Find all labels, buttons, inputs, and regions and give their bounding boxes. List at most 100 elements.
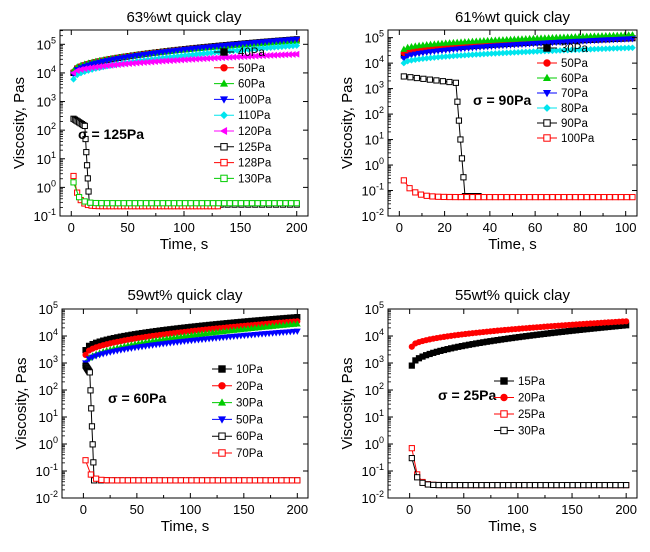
data-point bbox=[499, 482, 507, 489]
legend-marker bbox=[220, 143, 228, 151]
data-point bbox=[552, 39, 560, 47]
data-point bbox=[161, 477, 169, 484]
legend-label: 100Pa bbox=[238, 94, 272, 106]
data-point bbox=[531, 482, 539, 489]
x-tick-label: 100 bbox=[507, 502, 529, 517]
data-point bbox=[400, 177, 407, 184]
x-tick-label: 150 bbox=[233, 502, 255, 517]
data-point bbox=[483, 482, 490, 489]
data-point bbox=[145, 477, 153, 484]
data-point bbox=[170, 48, 178, 55]
series-60Pa bbox=[400, 31, 636, 52]
data-point bbox=[625, 36, 633, 43]
plot-area bbox=[69, 36, 301, 210]
data-point bbox=[560, 39, 568, 46]
sigma-annotation: σ = 60Pa bbox=[108, 390, 166, 406]
data-point bbox=[564, 39, 572, 46]
data-point bbox=[503, 194, 510, 201]
data-point bbox=[491, 43, 499, 50]
data-point bbox=[144, 51, 152, 58]
y-tick-label: 100 bbox=[37, 178, 56, 195]
legend-label: 20Pa bbox=[518, 393, 545, 405]
legend-item: 40Pa bbox=[214, 47, 265, 59]
y-tick-label: 101 bbox=[37, 150, 56, 167]
data-point bbox=[260, 200, 267, 207]
data-point bbox=[109, 200, 116, 207]
legend-label: 130Pa bbox=[238, 173, 272, 185]
data-point bbox=[125, 54, 133, 61]
data-point bbox=[263, 39, 271, 46]
data-point bbox=[434, 48, 442, 55]
x-axis-label: Time, s bbox=[161, 518, 210, 535]
data-point bbox=[408, 455, 415, 462]
data-point bbox=[87, 199, 94, 206]
data-point bbox=[203, 44, 211, 51]
data-point bbox=[442, 47, 450, 54]
data-point bbox=[96, 352, 104, 359]
y-axis-label: Viscosity, Pas bbox=[339, 77, 356, 169]
data-point bbox=[549, 40, 556, 47]
legend-marker bbox=[542, 89, 552, 98]
data-point bbox=[423, 49, 431, 56]
x-axis-label: Time, s bbox=[160, 236, 209, 253]
chart-panel: 61%wt quick clay 0 20 40 60 80 100 10-2 10-1 100 1… bbox=[339, 9, 638, 253]
data-point bbox=[549, 194, 556, 201]
data-point bbox=[583, 38, 591, 45]
legend-marker bbox=[217, 416, 227, 424]
x-tick-label: 150 bbox=[561, 502, 583, 517]
data-point bbox=[83, 149, 90, 156]
data-point bbox=[185, 46, 193, 53]
data-point bbox=[198, 200, 205, 207]
data-point bbox=[76, 194, 83, 201]
y-tick-label: 104 bbox=[365, 327, 384, 344]
data-point bbox=[408, 52, 415, 59]
data-point bbox=[456, 482, 464, 489]
data-point bbox=[156, 477, 163, 484]
data-point bbox=[520, 194, 527, 201]
legend-marker bbox=[218, 432, 226, 440]
data-point bbox=[569, 482, 576, 489]
data-point bbox=[486, 194, 493, 201]
data-point bbox=[609, 37, 617, 44]
y-tick-label: 100 bbox=[39, 435, 58, 452]
data-point bbox=[579, 38, 587, 45]
data-point bbox=[241, 477, 248, 484]
data-point bbox=[446, 47, 454, 54]
data-point bbox=[166, 48, 174, 55]
y-tick-label: 10-2 bbox=[362, 207, 384, 224]
data-point bbox=[558, 482, 565, 489]
data-point bbox=[537, 482, 544, 489]
y-tick-label: 102 bbox=[365, 105, 384, 122]
data-point bbox=[183, 477, 190, 484]
data-point bbox=[163, 49, 170, 56]
data-point bbox=[449, 46, 457, 54]
data-point bbox=[560, 194, 567, 201]
data-point bbox=[420, 75, 427, 82]
data-point bbox=[613, 36, 621, 44]
data-point bbox=[214, 477, 221, 484]
data-point bbox=[514, 42, 522, 49]
legend-label: 70Pa bbox=[236, 448, 263, 460]
data-point bbox=[256, 39, 263, 46]
data-point bbox=[408, 445, 415, 452]
data-point bbox=[151, 50, 159, 57]
legend-marker bbox=[543, 44, 551, 52]
series-20Pa bbox=[408, 318, 630, 350]
data-point bbox=[278, 477, 285, 484]
data-point bbox=[155, 50, 163, 57]
x-tick-label: 0 bbox=[396, 220, 403, 235]
data-point bbox=[617, 482, 624, 489]
data-point bbox=[629, 194, 636, 201]
data-point bbox=[406, 185, 413, 192]
data-point bbox=[612, 194, 619, 201]
data-point bbox=[176, 200, 183, 207]
legend-item: 60Pa bbox=[537, 73, 588, 85]
data-point bbox=[424, 481, 431, 488]
data-point bbox=[98, 200, 105, 207]
data-point bbox=[415, 50, 423, 58]
data-point bbox=[120, 346, 128, 354]
data-point bbox=[430, 48, 438, 56]
chart-title: 55wt% quick clay bbox=[455, 287, 571, 304]
data-point bbox=[103, 200, 111, 207]
legend-marker bbox=[219, 96, 229, 104]
